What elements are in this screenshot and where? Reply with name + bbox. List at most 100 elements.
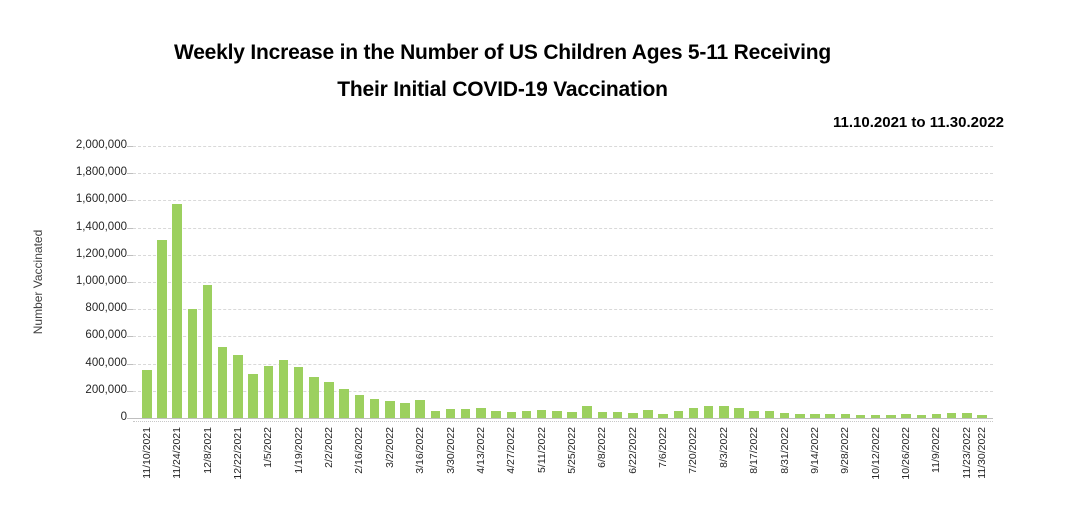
x-tick-label: 11/10/2021 <box>140 427 153 479</box>
bar-8/3/2022 <box>719 406 729 418</box>
bar-2/2/2022 <box>324 381 334 418</box>
plot-area <box>127 146 993 422</box>
y-tick-mark <box>127 254 133 256</box>
bar-2/16/2022 <box>354 394 365 418</box>
bar-12/15/2021 <box>217 347 228 418</box>
bar-8/10/2022 <box>734 408 744 418</box>
gridline <box>133 309 993 311</box>
x-tick-label: 3/16/2022 <box>414 427 427 474</box>
bar-1/19/2022 <box>293 367 304 418</box>
y-tick-label: 1,600,000 <box>75 193 127 206</box>
bar-11/17/2021 <box>157 239 167 418</box>
y-tick-mark <box>127 309 133 311</box>
bar-6/1/2022 <box>582 406 592 418</box>
bar-12/1/2021 <box>187 308 198 418</box>
bar-1/26/2022 <box>309 376 319 418</box>
bar-4/20/2022 <box>491 410 501 418</box>
bar-8/24/2022 <box>764 410 775 418</box>
gridline <box>133 146 993 147</box>
bar-3/23/2022 <box>430 410 441 418</box>
bar-5/25/2022 <box>567 412 577 418</box>
bar-10/12/2022 <box>870 415 881 418</box>
y-tick-label: 400,000 <box>85 356 127 369</box>
x-tick-label: 9/28/2022 <box>839 427 852 474</box>
y-tick-mark <box>127 390 133 392</box>
y-axis-tick-labels: 0 200,000 400,000 600,000 800,000 1,000,000 1,… <box>0 0 127 523</box>
gridline <box>133 282 993 283</box>
x-tick-label: 12/22/2021 <box>231 427 244 480</box>
x-tick-label: 2/16/2022 <box>353 427 366 474</box>
x-tick-label: 3/30/2022 <box>444 427 457 474</box>
x-tick-label: 8/31/2022 <box>778 427 791 474</box>
y-tick-mark <box>127 146 133 147</box>
y-tick-mark <box>127 418 133 419</box>
x-tick-label: 7/6/2022 <box>657 427 670 468</box>
gridline <box>133 227 993 229</box>
x-tick-label: 11/23/2022 <box>960 427 973 479</box>
bar-4/6/2022 <box>460 408 471 418</box>
y-tick-label: 0 <box>120 411 127 423</box>
x-tick-label: 8/3/2022 <box>717 427 730 468</box>
x-tick-label: 12/8/2021 <box>201 427 214 474</box>
bar-4/27/2022 <box>506 412 516 418</box>
gridline <box>133 390 993 392</box>
bar-6/15/2022 <box>612 412 623 418</box>
y-tick-label: 1,200,000 <box>75 247 127 260</box>
y-tick-label: 800,000 <box>85 302 127 315</box>
x-tick-label: 4/27/2022 <box>505 427 518 474</box>
bar-6/22/2022 <box>628 412 638 418</box>
x-tick-label: 1/19/2022 <box>292 427 305 474</box>
x-tick-label: 8/17/2022 <box>748 427 761 474</box>
x-tick-label: 9/14/2022 <box>808 427 821 474</box>
x-tick-label: 5/11/2022 <box>535 427 548 473</box>
gridline <box>133 336 993 338</box>
bar-12/8/2021 <box>202 285 213 418</box>
bar-8/31/2022 <box>779 412 790 418</box>
bar-9/14/2022 <box>810 414 820 418</box>
chart-title: Weekly Increase in the Number of US Chil… <box>0 34 1005 108</box>
y-tick-label: 1,400,000 <box>75 220 127 233</box>
y-tick-mark <box>127 173 133 175</box>
bar-7/13/2022 <box>673 411 684 418</box>
x-tick-label: 10/12/2022 <box>869 427 882 480</box>
chart-title-line1: Weekly Increase in the Number of US Chil… <box>173 41 832 64</box>
bar-11/30/2022 <box>977 415 987 418</box>
x-tick-label: 6/8/2022 <box>596 427 609 468</box>
bar-9/7/2022 <box>795 414 805 418</box>
x-tick-label: 4/13/2022 <box>474 427 487 474</box>
gridline <box>133 200 993 202</box>
bar-3/16/2022 <box>415 400 425 418</box>
y-tick-mark <box>127 336 133 338</box>
x-tick-label: 1/5/2022 <box>262 427 275 468</box>
bar-7/27/2022 <box>703 405 714 418</box>
bar-12/22/2021 <box>233 355 243 418</box>
bar-9/21/2022 <box>825 414 835 418</box>
y-tick-label: 200,000 <box>85 383 127 396</box>
x-tick-label: 5/25/2022 <box>566 427 578 474</box>
bar-6/29/2022 <box>643 409 653 418</box>
bar-11/16/2022 <box>946 413 957 418</box>
x-tick-label: 11/30/2022 <box>976 427 989 479</box>
bar-2/23/2022 <box>369 398 380 418</box>
bar-7/6/2022 <box>658 413 668 418</box>
gridline <box>133 363 993 365</box>
x-tick-label: 11/9/2022 <box>930 427 943 473</box>
bar-11/2/2022 <box>916 414 927 418</box>
bar-10/5/2022 <box>855 415 866 418</box>
bar-8/17/2022 <box>749 411 759 418</box>
bar-9/28/2022 <box>840 414 851 418</box>
x-axis-labels: 11/10/2021 11/24/2021 12/8/2021 12/22/2021 1… <box>133 418 993 523</box>
bar-6/8/2022 <box>597 411 608 418</box>
bar-1/12/2022 <box>278 360 289 418</box>
date-range-label: 11.10.2021 to 11.30.2022 <box>833 114 1004 131</box>
bar-11/9/2022 <box>931 413 942 418</box>
y-tick-mark <box>127 227 133 229</box>
bar-11/10/2021 <box>142 369 152 418</box>
bar-11/23/2022 <box>962 413 972 418</box>
x-tick-label: 7/20/2022 <box>687 427 700 474</box>
y-tick-mark <box>127 200 133 202</box>
bar-3/9/2022 <box>400 403 410 418</box>
bar-12/29/2021 <box>248 374 258 418</box>
bar-3/30/2022 <box>445 409 456 418</box>
